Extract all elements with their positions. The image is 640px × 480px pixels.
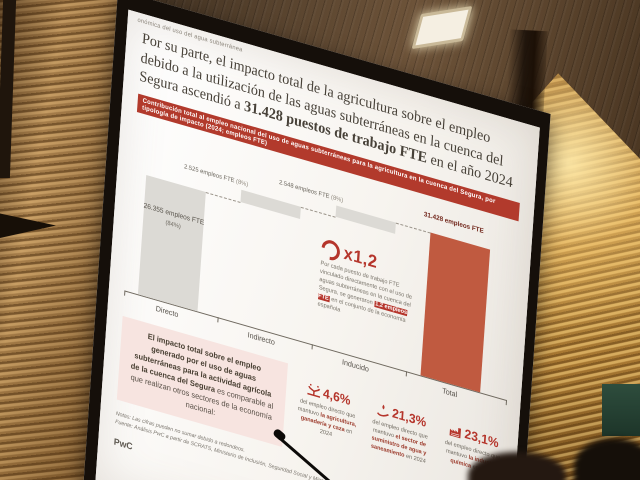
comparison-stats: 4,6% del empleo directo que mantuvo la a…: [292, 366, 507, 480]
multiplier-callout: x1,2 Por cada puesto de trabajo FTE vinc…: [317, 236, 428, 340]
stat-chemical-industry: 23,1% del empleo directo que mantuvo la …: [437, 420, 507, 480]
factory-icon: [449, 428, 462, 439]
connector-line: [395, 222, 431, 234]
cycle-arrow-icon: [317, 236, 344, 264]
connector-line: [205, 192, 241, 203]
bar-inducido-label: 2.548 empleos FTE (8%): [278, 179, 344, 205]
projector-screen: onómica del uso del agua subterránea Por…: [83, 0, 551, 480]
bar-inducido: [335, 205, 396, 235]
comparison-section: El impacto total sobre el empleo generad…: [116, 315, 507, 480]
bar-directo: 26.355 empleos FTE (84%): [137, 174, 206, 312]
bar-indirecto: [240, 190, 301, 219]
slide: onómica del uso del agua subterránea Por…: [95, 9, 540, 480]
connector-line: [300, 206, 336, 218]
bar-total: [420, 232, 491, 393]
stat-agriculture: 4,6% del empleo directo que mantuvo la a…: [292, 378, 362, 468]
green-wall-corner: [602, 384, 640, 436]
water-hand-icon: [376, 404, 389, 417]
bar-total-label: 31.428 empleos FTE: [423, 210, 484, 236]
bar-directo-label: 26.355 empleos FTE (84%): [143, 201, 205, 231]
stat-water-supply: 21,3% del empleo directo que mantuvo el …: [364, 399, 434, 480]
bar-indirecto-label: 2.525 empleos FTE (8%): [183, 164, 249, 189]
crops-icon: [307, 383, 321, 398]
